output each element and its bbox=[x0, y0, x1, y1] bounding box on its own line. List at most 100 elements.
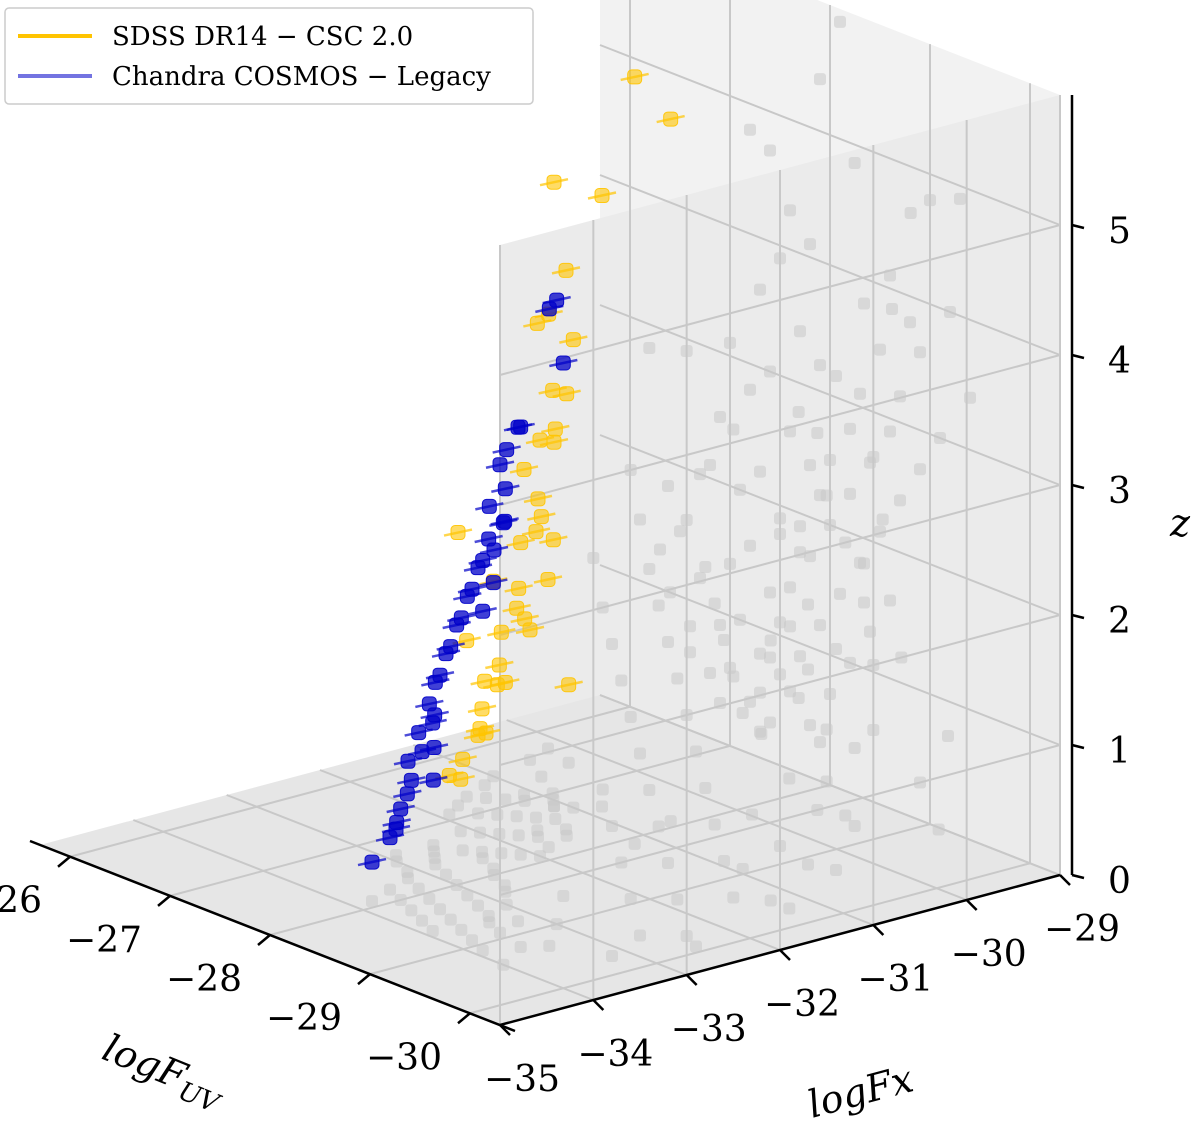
x-axis-label: logFUV bbox=[94, 1026, 232, 1121]
point-cosmos bbox=[403, 772, 419, 788]
point-sdss bbox=[522, 622, 538, 638]
projection-floor-point bbox=[452, 799, 464, 812]
point-sdss bbox=[545, 532, 561, 548]
projection-wall-point bbox=[854, 387, 866, 400]
point-cosmos bbox=[364, 854, 380, 870]
grid-z-wall bbox=[499, 354, 1061, 506]
z-tick-mark bbox=[1071, 353, 1085, 360]
projection-side-point bbox=[839, 809, 852, 822]
point-sdss bbox=[594, 188, 610, 204]
projection-floor-point bbox=[394, 894, 407, 906]
projection-side-point bbox=[699, 561, 712, 573]
point-cosmos bbox=[400, 753, 416, 769]
projection-floor-point bbox=[494, 926, 506, 939]
projection-side-point bbox=[867, 724, 880, 736]
y-tick-mark bbox=[872, 924, 885, 936]
x-tick-label: −30 bbox=[366, 1037, 442, 1078]
point-sdss bbox=[545, 382, 561, 398]
projection-wall-point bbox=[964, 391, 976, 404]
z-tick-label: 4 bbox=[1108, 341, 1131, 382]
projection-wall-point bbox=[784, 685, 796, 698]
projection-side-point bbox=[615, 856, 628, 869]
projection-wall-point bbox=[854, 556, 866, 569]
projection-side-point bbox=[652, 820, 665, 833]
projection-floor-point bbox=[510, 810, 523, 823]
point-sdss bbox=[477, 673, 493, 689]
point-sdss bbox=[441, 767, 457, 783]
point-cosmos bbox=[555, 355, 571, 371]
projection-floor-point bbox=[560, 829, 573, 842]
y-tick-mark bbox=[499, 1024, 511, 1036]
point-cosmos bbox=[485, 575, 501, 591]
x-tick-mark bbox=[457, 1012, 471, 1025]
projection-floor-point bbox=[500, 898, 513, 911]
grid-z-wall bbox=[499, 614, 1061, 766]
point-sdss bbox=[561, 677, 577, 693]
projection-wall-point bbox=[744, 383, 756, 396]
projection-side-point bbox=[942, 730, 954, 742]
projection-wall-point bbox=[764, 144, 776, 157]
projection-side-point bbox=[783, 902, 796, 915]
projection-wall-point bbox=[874, 525, 886, 538]
projection-floor-point bbox=[482, 909, 495, 922]
projection-wall-point bbox=[864, 625, 876, 638]
projection-floor-point bbox=[390, 849, 402, 862]
point-sdss bbox=[450, 525, 466, 541]
projection-floor-point bbox=[487, 862, 500, 875]
projection-side-point bbox=[680, 709, 693, 721]
projection-floor-point bbox=[498, 879, 511, 892]
projection-wall-point bbox=[924, 194, 936, 207]
point-sdss bbox=[546, 434, 562, 450]
x-tick-label: −28 bbox=[166, 959, 242, 1000]
y-tick-label: −29 bbox=[1044, 909, 1120, 950]
projection-side-point bbox=[932, 823, 945, 836]
point-cosmos bbox=[427, 707, 443, 723]
projection-wall-point bbox=[674, 525, 686, 538]
projection-floor-point bbox=[567, 801, 580, 814]
projection-side-point bbox=[904, 207, 917, 219]
grid-z-wall bbox=[599, 44, 1061, 226]
projection-floor-point bbox=[416, 914, 428, 927]
projection-wall-point bbox=[774, 616, 786, 629]
z-tick-label: 2 bbox=[1108, 601, 1131, 642]
y-tick-mark bbox=[592, 999, 605, 1011]
y-tick-mark bbox=[1059, 874, 1071, 886]
projection-floor-point bbox=[434, 903, 446, 916]
projection-wall-point bbox=[704, 667, 716, 680]
projection-wall-point bbox=[774, 668, 786, 681]
projection-wall-point bbox=[784, 204, 796, 217]
projection-wall-point bbox=[754, 686, 766, 699]
point-sdss bbox=[663, 111, 679, 127]
projection-side-point bbox=[643, 784, 656, 796]
projection-wall-point bbox=[744, 695, 756, 708]
projection-side-point bbox=[914, 776, 926, 789]
projection-wall-point bbox=[744, 539, 756, 552]
projection-wall-point bbox=[834, 15, 846, 28]
data-points bbox=[357, 69, 685, 870]
projection-wall-point bbox=[754, 647, 766, 660]
projection-wall-point bbox=[754, 725, 766, 738]
projection-floor-point bbox=[427, 839, 440, 852]
projection-side-point bbox=[662, 857, 674, 869]
axes bbox=[29, 95, 1085, 1036]
legend-label-sdss: SDSS DR14 − CSC 2.0 bbox=[112, 22, 413, 52]
projection-side-point bbox=[848, 820, 861, 832]
projection-side-point bbox=[848, 742, 861, 754]
projection-side-point bbox=[886, 303, 898, 315]
point-cosmos bbox=[549, 292, 565, 308]
point-cosmos bbox=[449, 617, 465, 633]
projection-floor-point bbox=[454, 825, 467, 838]
point-sdss bbox=[474, 701, 490, 717]
point-sdss bbox=[565, 332, 581, 348]
projection-wall-point bbox=[774, 252, 786, 265]
y-tick-mark bbox=[685, 974, 698, 986]
grid-z-wall bbox=[499, 744, 1061, 896]
projection-wall-point bbox=[944, 305, 956, 318]
projection-side-point bbox=[680, 930, 693, 942]
grid-z-wall bbox=[599, 174, 1061, 356]
projection-floor-point bbox=[542, 742, 554, 755]
projection-floor-point bbox=[664, 815, 677, 828]
projection-wall-point bbox=[814, 619, 826, 632]
projection-wall-point bbox=[764, 365, 776, 378]
